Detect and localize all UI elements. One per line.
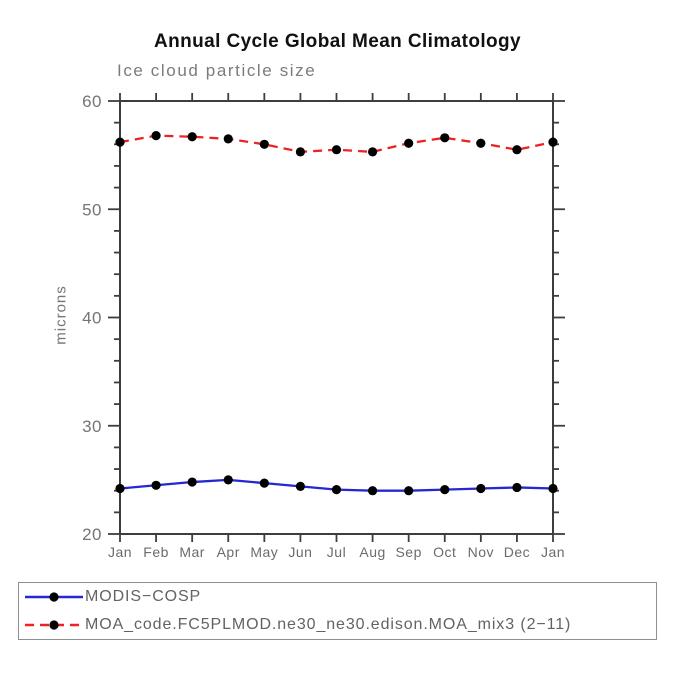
svg-text:Aug: Aug [359,544,385,560]
legend-item-modis-cosp: MODIS−COSP [23,585,656,609]
svg-text:Feb: Feb [143,544,169,560]
svg-text:20: 20 [82,525,102,544]
svg-text:Sep: Sep [395,544,421,560]
svg-text:50: 50 [82,200,102,219]
svg-text:Dec: Dec [504,544,530,560]
svg-text:May: May [250,544,278,560]
svg-text:40: 40 [82,309,102,328]
svg-text:Jan: Jan [108,544,132,560]
svg-text:Jul: Jul [327,544,346,560]
svg-text:Mar: Mar [179,544,205,560]
legend-label: MODIS−COSP [85,588,202,605]
legend-sample-dashed-line-icon [25,620,83,630]
legend-box: MODIS−COSP MOA_code.FC5PLMOD.ne30_ne30.e… [18,582,657,640]
chart-subtitle: Ice cloud particle size [117,61,317,80]
svg-text:60: 60 [82,92,102,111]
svg-text:Oct: Oct [433,544,456,560]
svg-text:Jun: Jun [288,544,312,560]
legend-sample-solid-line-icon [25,592,83,602]
svg-text:Jan: Jan [541,544,565,560]
svg-text:30: 30 [82,417,102,436]
svg-text:Apr: Apr [217,544,240,560]
legend-item-moa-code: MOA_code.FC5PLMOD.ne30_ne30.edison.MOA_m… [23,613,656,637]
svg-text:Nov: Nov [468,544,494,560]
legend-label: MOA_code.FC5PLMOD.ne30_ne30.edison.MOA_m… [85,616,572,633]
chart-title: Annual Cycle Global Mean Climatology [153,31,521,52]
